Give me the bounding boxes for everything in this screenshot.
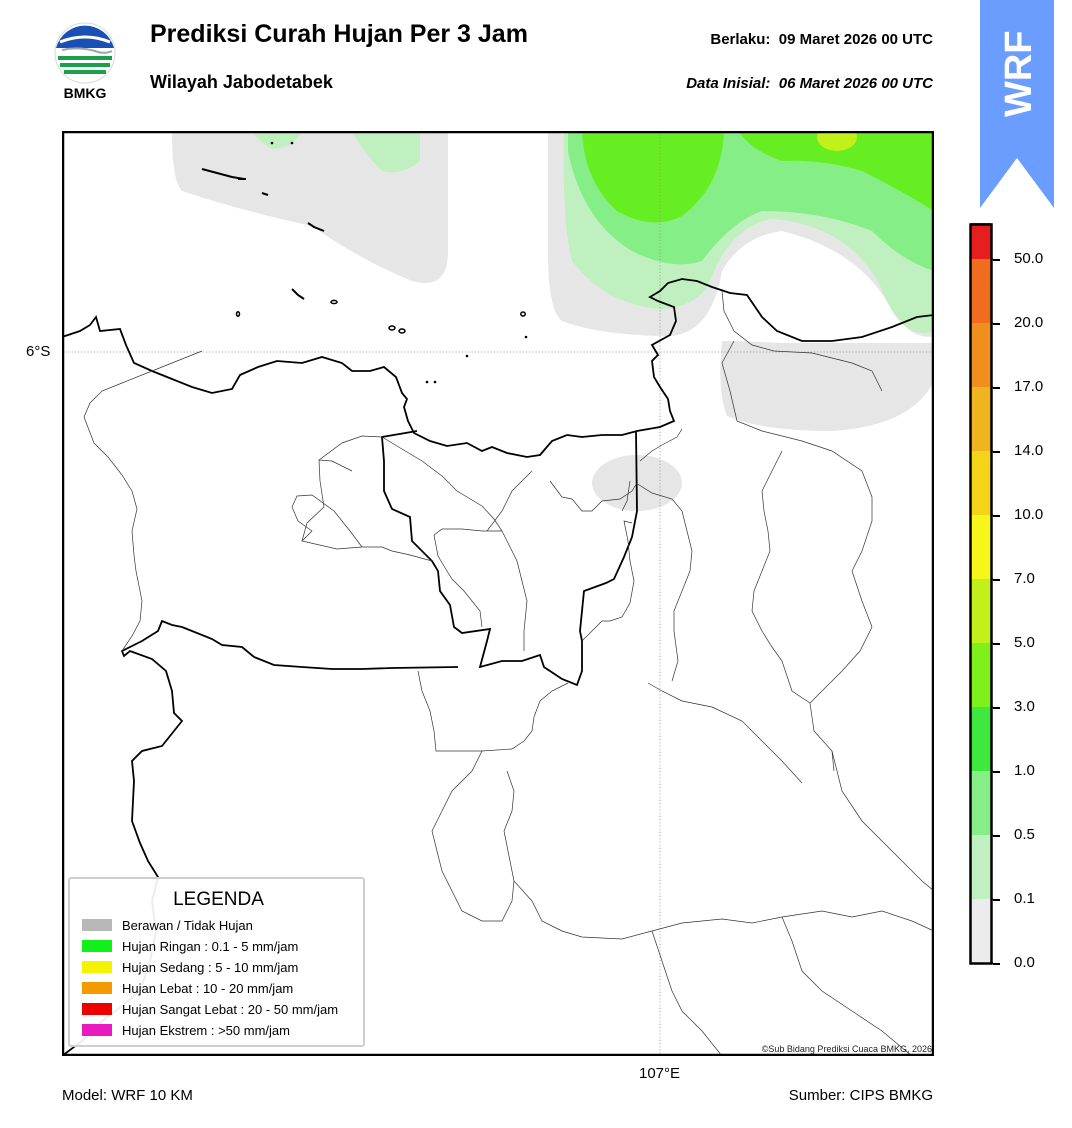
colorbar-outer-tick — [993, 515, 1000, 517]
legend-label: Hujan Ekstrem : >50 mm/jam — [122, 1022, 290, 1038]
legend-swatch — [82, 1024, 112, 1036]
colorbar-tick-label: 17.0 — [1014, 378, 1044, 395]
island — [235, 311, 241, 317]
legend-swatch — [82, 961, 112, 973]
colorbar-outer-tick — [993, 643, 1000, 645]
island — [330, 299, 338, 305]
island — [425, 380, 429, 384]
model-label: Model: WRF 10 KM — [62, 1087, 193, 1104]
colorbar-outer-tick — [993, 963, 1000, 965]
legend-label: Hujan Ringan : 0.1 - 5 mm/jam — [122, 938, 299, 954]
valid-label: Berlaku: — [710, 31, 771, 48]
colorbar-tick-label: 0.1 — [1014, 890, 1035, 907]
colorbar-outer-tick — [993, 259, 1000, 261]
legend-label: Hujan Sedang : 5 - 10 mm/jam — [122, 959, 299, 975]
bmkg-logo-icon — [50, 18, 120, 104]
colorbar-outer-tick — [993, 387, 1000, 389]
island — [433, 380, 437, 384]
colorbar-tick-label: 5.0 — [1014, 634, 1035, 651]
legend-box: LEGENDA Berawan / Tidak Hujan Hujan Ring… — [68, 877, 365, 1047]
init-label: Data Inisial: — [686, 75, 771, 92]
rain-contour-04 — [738, 131, 934, 211]
colorbar-segment — [971, 515, 991, 579]
logo-text: BMKG — [63, 85, 107, 101]
cloud-area-east — [720, 341, 934, 431]
colorbar-segment — [971, 707, 991, 771]
init-time: Data Inisial: 06 Maret 2026 00 UTC — [686, 75, 933, 92]
island — [398, 328, 406, 334]
colorbar-segment — [971, 387, 991, 451]
latitude-label: 6°S — [26, 343, 51, 360]
wrf-text: WRF — [998, 30, 1040, 117]
legend-item: Berawan / Tidak Hujan — [82, 917, 253, 933]
legend-swatch — [82, 1003, 112, 1015]
colorbar-tick-label: 3.0 — [1014, 698, 1035, 715]
legend-title: LEGENDA — [173, 889, 264, 910]
valid-time: Berlaku: 09 Maret 2026 00 UTC — [710, 31, 933, 48]
colorbar-tick-label: 14.0 — [1014, 442, 1044, 459]
island — [291, 288, 305, 300]
cloud-area-northwest — [172, 131, 448, 283]
colorbar-segment — [971, 323, 991, 387]
colorbar-tick-label: 20.0 — [1014, 314, 1044, 331]
colorbar-outer-tick — [993, 451, 1000, 453]
colorbar-segment — [971, 451, 991, 515]
legend-item: Hujan Ekstrem : >50 mm/jam — [82, 1022, 290, 1038]
page-title: Prediksi Curah Hujan Per 3 Jam — [150, 20, 528, 48]
legend-swatch — [82, 919, 112, 931]
colorbar — [969, 195, 993, 965]
colorbar-segment — [971, 643, 991, 707]
island — [388, 325, 396, 331]
colorbar-outer-tick — [993, 579, 1000, 581]
copyright-text: ©Sub Bidang Prediksi Cuaca BMKG, 2026 — [761, 1044, 932, 1054]
colorbar-segment — [971, 579, 991, 643]
colorbar-segment — [971, 259, 991, 323]
page-subtitle: Wilayah Jabodetabek — [150, 72, 333, 92]
legend-swatch — [82, 940, 112, 952]
colorbar-segment — [971, 835, 991, 899]
colorbar-outer-tick — [993, 835, 1000, 837]
colorbar-outer-tick — [993, 707, 1000, 709]
colorbar-tick-label: 10.0 — [1014, 506, 1044, 523]
colorbar-segment — [971, 899, 991, 963]
legend-label: Berawan / Tidak Hujan — [122, 917, 253, 933]
colorbar-tick-label: 50.0 — [1014, 250, 1044, 267]
legend-item: Hujan Lebat : 10 - 20 mm/jam — [82, 980, 293, 996]
rain-contour-07 — [252, 131, 302, 149]
source-label: Sumber: CIPS BMKG — [788, 1087, 933, 1104]
island — [290, 141, 294, 145]
valid-value: 09 Maret 2026 00 UTC — [778, 31, 933, 48]
colorbar-outer-tick — [993, 323, 1000, 325]
colorbar-tick-label: 7.0 — [1014, 570, 1035, 587]
colorbar-segment — [971, 771, 991, 835]
colorbar-outer-tick — [993, 771, 1000, 773]
init-value: 06 Maret 2026 00 UTC — [778, 75, 933, 92]
island — [524, 335, 528, 339]
legend-label: Hujan Sangat Lebat : 20 - 50 mm/jam — [122, 1001, 339, 1017]
legend-label: Hujan Lebat : 10 - 20 mm/jam — [122, 980, 294, 996]
colorbar-border — [969, 223, 993, 965]
wrf-badge — [980, 0, 1054, 208]
island — [270, 141, 274, 145]
colorbar-tick-label: 0.0 — [1014, 954, 1035, 971]
colorbar-tick-label: 0.5 — [1014, 826, 1035, 843]
colorbar-outer-tick — [993, 899, 1000, 901]
rain-contour-05 — [817, 131, 857, 151]
longitude-label: 107°E — [639, 1065, 681, 1082]
coastline — [62, 278, 934, 458]
colorbar-tick-label: 1.0 — [1014, 762, 1035, 779]
province-boundary — [381, 430, 638, 687]
legend-item: Hujan Sangat Lebat : 20 - 50 mm/jam — [82, 1001, 338, 1017]
legend-item: Hujan Ringan : 0.1 - 5 mm/jam — [82, 938, 298, 954]
wrf-badge-text: WRF — [982, 22, 1052, 132]
legend-item: Hujan Sedang : 5 - 10 mm/jam — [82, 959, 298, 975]
legend-swatch — [82, 982, 112, 994]
island — [261, 192, 269, 196]
island — [465, 354, 469, 358]
island — [307, 222, 325, 232]
rain-contour-06 — [352, 131, 420, 173]
colorbar-segment — [971, 195, 991, 259]
island — [520, 311, 526, 317]
rain-contour-03 — [582, 131, 724, 223]
